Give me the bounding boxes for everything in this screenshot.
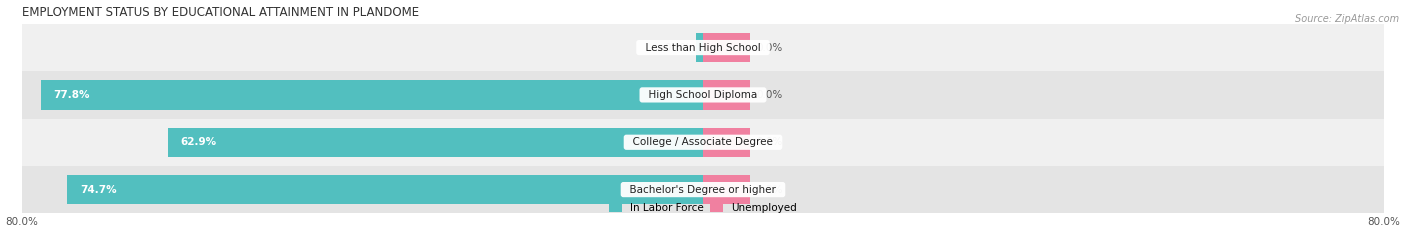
Bar [703, 128, 749, 157]
Text: 0.0%: 0.0% [664, 43, 690, 53]
Text: High School Diploma: High School Diploma [643, 90, 763, 100]
Text: Bachelor's Degree or higher: Bachelor's Degree or higher [623, 185, 783, 195]
Text: EMPLOYMENT STATUS BY EDUCATIONAL ATTAINMENT IN PLANDOME: EMPLOYMENT STATUS BY EDUCATIONAL ATTAINM… [22, 6, 419, 19]
Bar [703, 33, 749, 62]
Bar [22, 166, 1384, 213]
Bar [703, 80, 749, 110]
Text: Source: ZipAtlas.com: Source: ZipAtlas.com [1295, 14, 1399, 24]
Text: Less than High School: Less than High School [638, 43, 768, 53]
Bar [703, 175, 749, 204]
Bar [167, 128, 703, 157]
Bar [696, 33, 703, 62]
Text: 2.3%: 2.3% [756, 185, 783, 195]
Text: 0.0%: 0.0% [756, 137, 783, 147]
Text: 74.7%: 74.7% [80, 185, 117, 195]
Text: 0.0%: 0.0% [756, 43, 783, 53]
Bar [22, 119, 1384, 166]
Text: 0.0%: 0.0% [756, 90, 783, 100]
Text: 62.9%: 62.9% [180, 137, 217, 147]
Bar [67, 175, 703, 204]
Text: College / Associate Degree: College / Associate Degree [626, 137, 780, 147]
Text: 77.8%: 77.8% [53, 90, 90, 100]
Bar [22, 71, 1384, 119]
Bar [41, 80, 703, 110]
Legend: In Labor Force, Unemployed: In Labor Force, Unemployed [605, 199, 801, 218]
Bar [22, 24, 1384, 71]
